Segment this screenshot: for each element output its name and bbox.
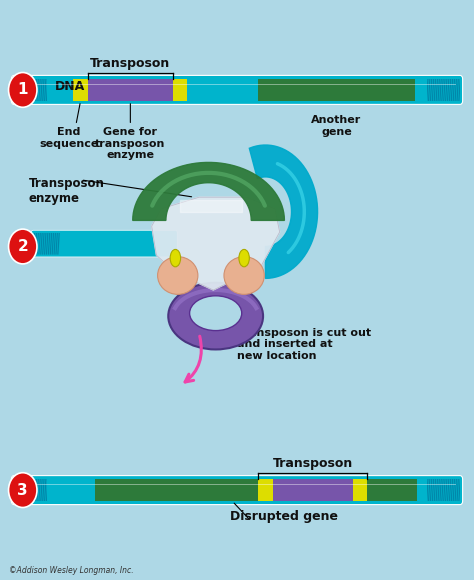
Bar (173, 79, 187, 101)
FancyBboxPatch shape (31, 230, 177, 257)
Polygon shape (133, 162, 284, 220)
Text: Disrupted gene: Disrupted gene (230, 510, 338, 523)
FancyBboxPatch shape (11, 476, 463, 505)
Text: End
sequence: End sequence (39, 127, 99, 148)
Text: ©Addison Wesley Longman, Inc.: ©Addison Wesley Longman, Inc. (9, 566, 134, 575)
Bar (258, 79, 415, 101)
FancyArrowPatch shape (185, 336, 201, 382)
Circle shape (9, 72, 37, 107)
Text: Transposon is cut out
and inserted at
new location: Transposon is cut out and inserted at ne… (237, 328, 371, 361)
Polygon shape (249, 145, 318, 278)
Ellipse shape (224, 257, 264, 295)
Text: 2: 2 (18, 239, 28, 254)
Circle shape (9, 473, 37, 508)
Ellipse shape (190, 296, 242, 331)
Bar (88, 79, 173, 101)
Text: DNA: DNA (55, 81, 85, 93)
Bar (95, 479, 258, 501)
Bar (273, 479, 353, 501)
Ellipse shape (170, 249, 181, 267)
Text: Gene for
transposon
enzyme: Gene for transposon enzyme (95, 127, 165, 160)
Circle shape (9, 229, 37, 264)
Bar (73, 79, 88, 101)
Polygon shape (152, 197, 280, 290)
Text: Transposon: Transposon (90, 57, 171, 70)
Text: 3: 3 (18, 483, 28, 498)
Bar (258, 479, 273, 501)
Text: 1: 1 (18, 82, 28, 97)
Text: Transposon
enzyme: Transposon enzyme (28, 177, 104, 205)
Ellipse shape (168, 283, 263, 349)
Ellipse shape (239, 249, 249, 267)
Text: Transposon: Transposon (273, 458, 353, 470)
FancyBboxPatch shape (11, 75, 463, 104)
Ellipse shape (157, 257, 198, 295)
Bar (367, 479, 417, 501)
Text: Another
gene: Another gene (311, 115, 362, 137)
Bar (353, 479, 367, 501)
